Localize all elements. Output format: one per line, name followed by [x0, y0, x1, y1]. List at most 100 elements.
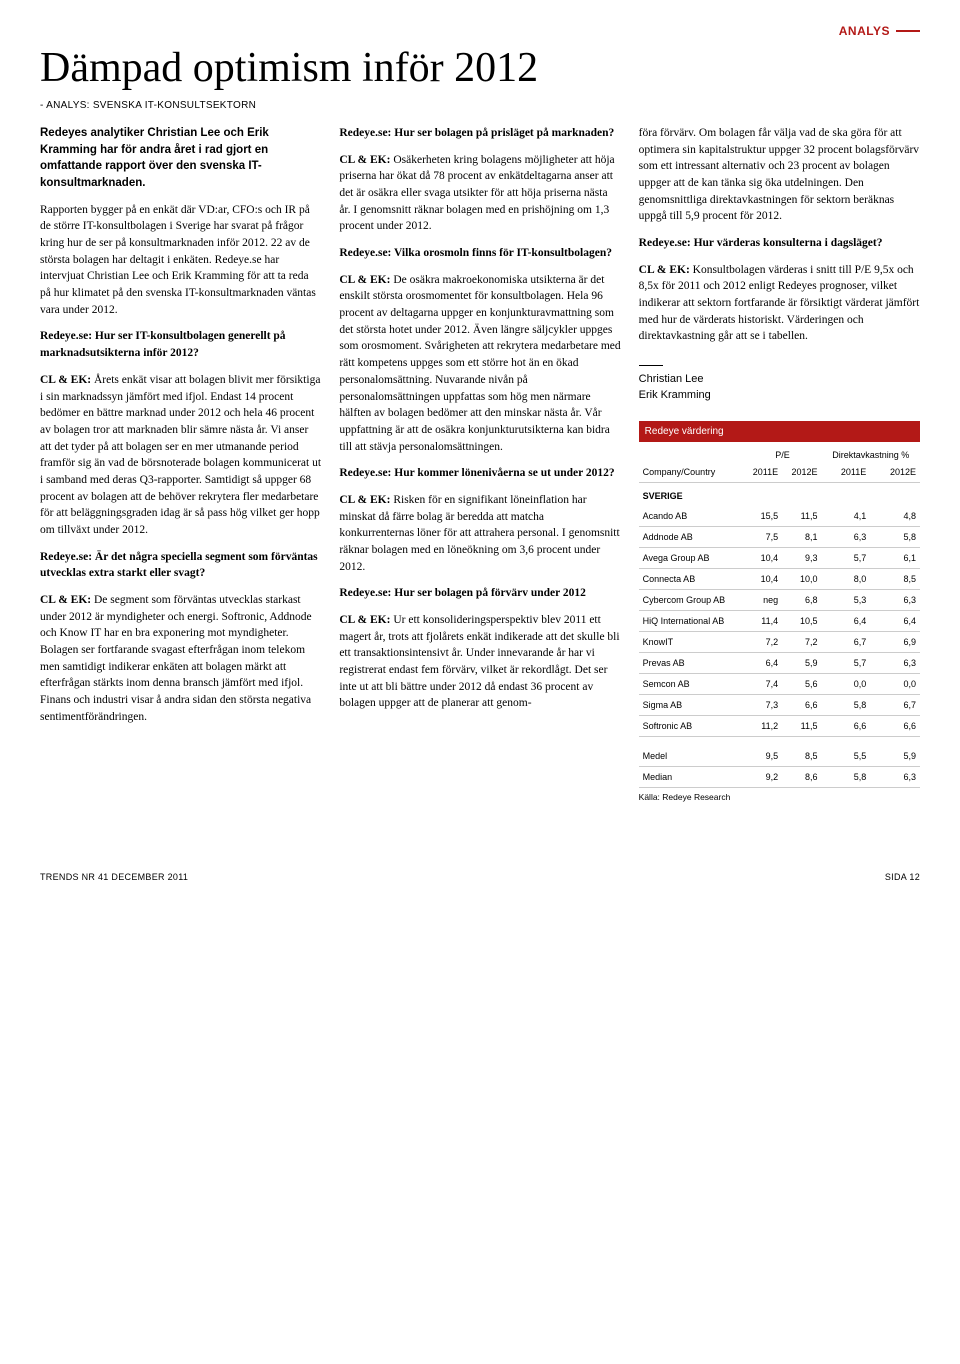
cell: neg [743, 589, 782, 610]
footer-right: SIDA 12 [885, 872, 920, 882]
byline-1: Christian Lee [639, 372, 920, 387]
col-y2a: 2012E [782, 462, 821, 483]
column-1: Redeyes analytiker Christian Lee och Eri… [40, 125, 321, 802]
cell: 11,5 [782, 506, 821, 527]
cell: 6,7 [870, 694, 920, 715]
cell: 8,5 [870, 568, 920, 589]
table-source: Källa: Redeye Research [639, 788, 920, 802]
col1-q2: Redeye.se: Är det några speciella segmen… [40, 549, 321, 582]
answer-body: Ur ett konsolideringsperspektiv blev 201… [339, 614, 619, 709]
cell-name: Semcon AB [639, 673, 744, 694]
cell-name: Prevas AB [639, 652, 744, 673]
col2-a1: CL & EK: Osäkerheten kring bolagens möjl… [339, 152, 620, 235]
answer-lead: CL & EK: [339, 614, 390, 626]
table-row: Addnode AB 7,5 8,1 6,3 5,8 [639, 526, 920, 547]
cell: 5,5 [821, 746, 870, 767]
answer-body: Årets enkät visar att bolagen blivit mer… [40, 374, 321, 536]
cell-name: Acando AB [639, 506, 744, 527]
cell: 6,4 [870, 610, 920, 631]
cell: 7,5 [743, 526, 782, 547]
cell: 0,0 [821, 673, 870, 694]
answer-lead: CL & EK: [639, 264, 690, 276]
answer-lead: CL & EK: [40, 374, 91, 386]
col1-a2: CL & EK: De segment som förväntas utveck… [40, 592, 321, 725]
page: ANALYS Dämpad optimism inför 2012 - ANAL… [0, 0, 960, 898]
cell-name: Addnode AB [639, 526, 744, 547]
col1-a1: CL & EK: Årets enkät visar att bolagen b… [40, 372, 321, 539]
answer-lead: CL & EK: [339, 494, 390, 506]
answer-lead: CL & EK: [40, 594, 91, 606]
byline-block: Christian Lee Erik Kramming [639, 365, 920, 403]
table-title: Redeye värdering [639, 421, 920, 442]
answer-body: De segment som förväntas utvecklas stark… [40, 594, 312, 723]
column-2: Redeye.se: Hur ser bolagen på prisläget … [339, 125, 620, 802]
col-y1b: 2011E [821, 462, 870, 483]
cell-name: Median [639, 767, 744, 788]
col1-q1: Redeye.se: Hur ser IT-konsultbolagen gen… [40, 328, 321, 361]
table-summary-row: Medel 9,5 8,5 5,5 5,9 [639, 746, 920, 767]
table-row: Semcon AB 7,4 5,6 0,0 0,0 [639, 673, 920, 694]
cell: 5,8 [821, 767, 870, 788]
col2-q4: Redeye.se: Hur ser bolagen på förvärv un… [339, 585, 620, 602]
cell: 8,1 [782, 526, 821, 547]
table-row: Sigma AB 7,3 6,6 5,8 6,7 [639, 694, 920, 715]
cell: 6,6 [782, 694, 821, 715]
section-tag: ANALYS [40, 24, 920, 38]
table-row: HiQ International AB 11,4 10,5 6,4 6,4 [639, 610, 920, 631]
answer-body: De osäkra makroekonomiska utsikterna är … [339, 274, 620, 453]
cell-name: Medel [639, 746, 744, 767]
section-label: ANALYS [839, 24, 890, 38]
cell: 5,9 [782, 652, 821, 673]
valuation-table: P/E Direktavkastning % Company/Country 2… [639, 442, 920, 789]
cell: 10,0 [782, 568, 821, 589]
cell: 4,8 [870, 506, 920, 527]
cell: 9,2 [743, 767, 782, 788]
cell: 6,6 [870, 715, 920, 736]
cell: 7,3 [743, 694, 782, 715]
col3-p1: föra förvärv. Om bolagen får välja vad d… [639, 125, 920, 225]
cell-name: Avega Group AB [639, 547, 744, 568]
cell: 5,8 [821, 694, 870, 715]
cell: 10,4 [743, 568, 782, 589]
col2-q1: Redeye.se: Hur ser bolagen på prisläget … [339, 125, 620, 142]
cell: 6,3 [870, 589, 920, 610]
footer-left: TRENDS NR 41 DECEMBER 2011 [40, 872, 188, 882]
group-div: Direktavkastning % [821, 442, 920, 462]
col2-q3: Redeye.se: Hur kommer lönenivåerna se ut… [339, 465, 620, 482]
valuation-table-block: Redeye värdering P/E Direktavkastning % … [639, 421, 920, 803]
cell: 6,3 [870, 652, 920, 673]
table-row: Prevas AB 6,4 5,9 5,7 6,3 [639, 652, 920, 673]
cell: 5,8 [870, 526, 920, 547]
headline: Dämpad optimism inför 2012 [40, 46, 920, 90]
cell: 11,5 [782, 715, 821, 736]
cell: 7,2 [782, 631, 821, 652]
cell: 5,7 [821, 547, 870, 568]
cell: 8,6 [782, 767, 821, 788]
cell: 6,3 [870, 767, 920, 788]
byline-rule [639, 365, 663, 366]
cell: 7,4 [743, 673, 782, 694]
cell: 9,5 [743, 746, 782, 767]
cell: 7,2 [743, 631, 782, 652]
cell: 9,3 [782, 547, 821, 568]
cell: 6,8 [782, 589, 821, 610]
cell-name: Cybercom Group AB [639, 589, 744, 610]
table-row: KnowIT 7,2 7,2 6,7 6,9 [639, 631, 920, 652]
cell: 5,7 [821, 652, 870, 673]
cell: 11,4 [743, 610, 782, 631]
col2-a3: CL & EK: Risken för en signifikant lönei… [339, 492, 620, 575]
table-row: Cybercom Group AB neg 6,8 5,3 6,3 [639, 589, 920, 610]
column-3: föra förvärv. Om bolagen får välja vad d… [639, 125, 920, 802]
cell-name: Softronic AB [639, 715, 744, 736]
cell: 5,6 [782, 673, 821, 694]
table-summary-row: Median 9,2 8,6 5,8 6,3 [639, 767, 920, 788]
col2-a2: CL & EK: De osäkra makroekonomiska utsik… [339, 272, 620, 455]
cell: 4,1 [821, 506, 870, 527]
cell: 6,7 [821, 631, 870, 652]
section-rule [896, 30, 920, 32]
cell: 8,5 [782, 746, 821, 767]
cell: 10,4 [743, 547, 782, 568]
cell: 10,5 [782, 610, 821, 631]
table-row: Acando AB 15,5 11,5 4,1 4,8 [639, 506, 920, 527]
group-pe: P/E [743, 442, 821, 462]
